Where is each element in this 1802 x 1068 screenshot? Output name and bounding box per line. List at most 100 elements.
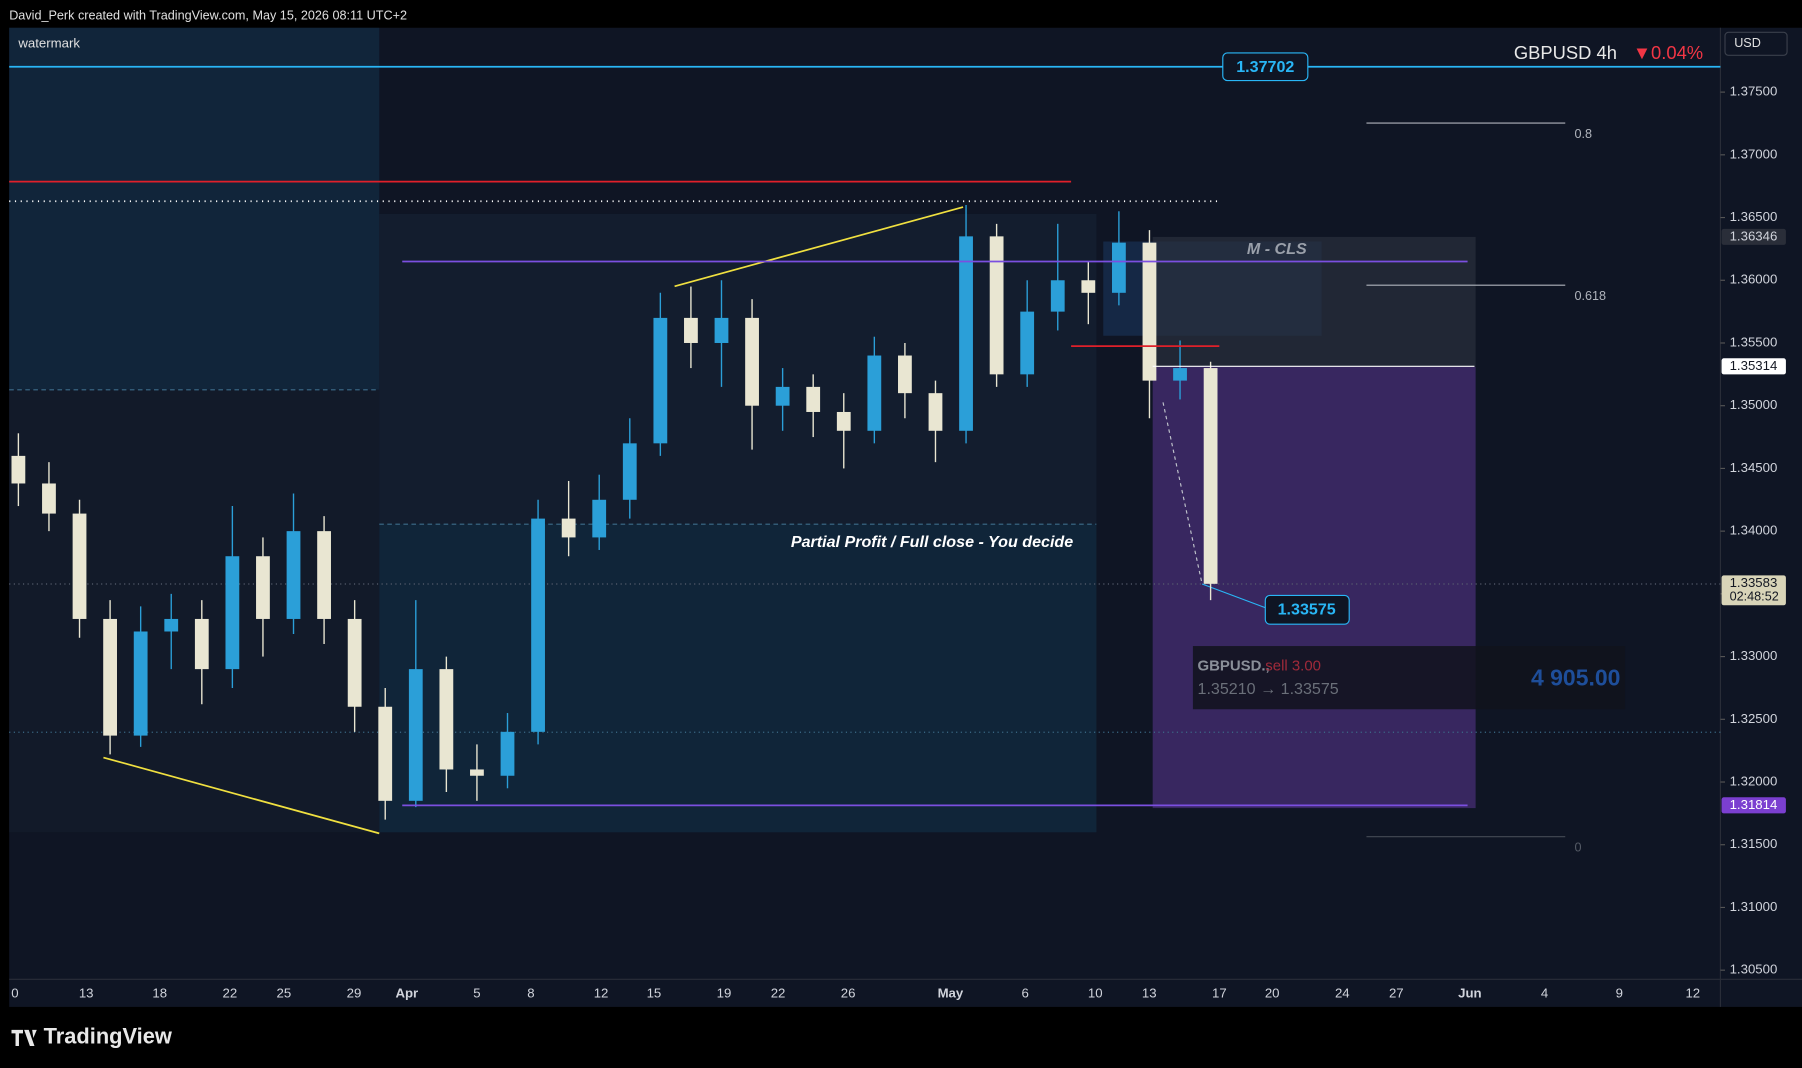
y-tick-label: 1.37500 xyxy=(1730,84,1778,99)
x-tick-label: 20 xyxy=(1265,986,1280,1001)
candle-body xyxy=(561,518,576,538)
x-tick-label: 4 xyxy=(1541,986,1548,1001)
candle-body xyxy=(164,618,179,632)
level-label: 1.37702 xyxy=(1236,58,1294,76)
x-tick-label: 17 xyxy=(1212,986,1227,1001)
candle-body xyxy=(959,236,973,431)
x-tick-label: 25 xyxy=(277,986,292,1001)
y-tick-label: 1.36000 xyxy=(1730,272,1778,287)
countdown: 02:48:52 xyxy=(1730,590,1779,604)
y-tick-label: 1.37000 xyxy=(1730,146,1778,161)
candle-body xyxy=(898,355,912,394)
candle-body xyxy=(439,669,454,770)
risk-box xyxy=(1152,236,1476,367)
x-tick-label: 29 xyxy=(347,986,362,1001)
zone xyxy=(9,27,380,390)
price-tag xyxy=(1721,228,1786,245)
candle-body xyxy=(42,483,56,514)
x-tick-label: 13 xyxy=(1142,986,1157,1001)
x-tick-label: 27 xyxy=(1389,986,1404,1001)
author-line: David_Perk created with TradingView.com,… xyxy=(9,9,407,23)
x-tick-label: 8 xyxy=(527,986,534,1001)
y-tick-label: 1.30500 xyxy=(1730,962,1778,977)
candle-body xyxy=(194,618,209,670)
x-tick-label: 5 xyxy=(473,986,480,1001)
x-tick-label: 15 xyxy=(647,986,662,1001)
candle-body xyxy=(378,706,393,801)
x-tick-label: 9 xyxy=(1616,986,1623,1001)
trade-symbol: GBPUSD., xyxy=(1198,658,1270,675)
candle-body xyxy=(653,317,668,444)
x-tick-label: 22 xyxy=(771,986,786,1001)
x-tick-label: 24 xyxy=(1335,986,1350,1001)
candle-body xyxy=(745,317,759,406)
x-tick-label: Apr xyxy=(395,986,418,1001)
y-tick-label: 1.35500 xyxy=(1730,334,1778,349)
change: ▼0.04% xyxy=(1633,42,1703,63)
candle-body xyxy=(408,669,423,801)
candle-body xyxy=(1111,242,1126,293)
trend-line xyxy=(674,206,964,288)
candle-body xyxy=(347,618,362,707)
y-tick-label: 1.33000 xyxy=(1730,648,1778,663)
watermark: watermark xyxy=(17,35,80,50)
candle-body xyxy=(684,317,698,343)
y-tick-label: 1.36500 xyxy=(1730,209,1778,224)
price-tag-label: 1.36346 xyxy=(1730,228,1778,243)
candle-body xyxy=(592,499,607,538)
candle-body xyxy=(11,455,26,484)
candle-body xyxy=(714,317,729,343)
zone xyxy=(379,524,1097,833)
price-tag-label: 1.33583 xyxy=(1730,575,1778,590)
brand-logo xyxy=(11,1029,37,1046)
y-tick-label: 1.31500 xyxy=(1730,836,1778,851)
trade-route: 1.35210 → 1.33575 xyxy=(1198,680,1339,698)
candle-body xyxy=(836,411,851,431)
overlay: 1.37702 0.8 0.618 0 xyxy=(9,52,1721,855)
y-tick-label: 1.34000 xyxy=(1730,523,1778,538)
brand: TradingView xyxy=(44,1024,173,1049)
candle-body xyxy=(1020,311,1035,375)
currency[interactable]: USD xyxy=(1734,36,1761,50)
target-label: 1.33575 xyxy=(1278,601,1336,619)
fib-label: 0.8 xyxy=(1574,127,1592,141)
price-tag xyxy=(1721,797,1786,814)
candle-body xyxy=(1142,242,1157,381)
candle-body xyxy=(256,556,270,619)
candle-body xyxy=(286,531,301,619)
price-tag-label: 1.35314 xyxy=(1730,358,1778,373)
candle-body xyxy=(806,386,821,412)
path-line xyxy=(1162,402,1203,585)
price-axis xyxy=(1720,27,1802,1007)
trade-pnl: 4 905.00 xyxy=(1531,664,1620,690)
candle-body xyxy=(1173,368,1187,381)
fib-label: 0 xyxy=(1574,841,1581,855)
price-tag-label: 1.31814 xyxy=(1730,797,1778,812)
price-tag xyxy=(1721,575,1786,606)
note: Partial Profit / Full close - You decide xyxy=(791,533,1073,551)
x-tick-label: 6 xyxy=(1021,986,1028,1001)
candle-body xyxy=(133,631,148,736)
candle-body xyxy=(775,386,790,406)
x-tick-label: Jun xyxy=(1458,986,1481,1001)
candle-body xyxy=(989,236,1004,375)
x-tick-label: 12 xyxy=(594,986,609,1001)
currency-button[interactable] xyxy=(1724,31,1788,56)
reward-box xyxy=(1152,366,1476,809)
candle-body xyxy=(531,518,545,732)
y-tick-label: 1.32500 xyxy=(1730,711,1778,726)
x-tick-label: 22 xyxy=(223,986,238,1001)
candle-body xyxy=(500,731,515,776)
x-tick-label: 13 xyxy=(79,986,94,1001)
y-tick-label: 1.31000 xyxy=(1730,899,1778,914)
pointer-line xyxy=(1201,583,1267,609)
target-tag xyxy=(1264,594,1350,625)
price-tag xyxy=(1721,358,1786,375)
trade-side: sell 3.00 xyxy=(1265,658,1321,675)
x-tick-label: 18 xyxy=(152,986,167,1001)
x-tick-label: May xyxy=(938,986,964,1001)
fib-label: 0.618 xyxy=(1574,289,1606,303)
candle-body xyxy=(225,556,240,670)
